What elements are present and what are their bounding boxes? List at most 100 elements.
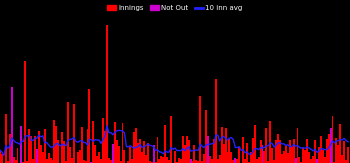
Bar [308,152,310,163]
Bar [225,128,226,163]
Bar [147,143,149,163]
Bar [89,89,90,163]
Bar [326,139,328,163]
Bar [182,136,184,163]
Bar [73,104,75,163]
Bar [135,128,137,163]
Bar [137,143,139,163]
Bar [54,120,55,163]
Bar [304,150,306,163]
Bar [38,131,40,163]
Bar [98,152,100,163]
Bar [347,147,349,163]
Bar [118,146,120,163]
Bar [121,123,124,163]
Bar [295,158,296,163]
Bar [232,160,234,163]
Bar [16,148,19,163]
Bar [92,121,94,163]
Bar [194,145,195,163]
Bar [124,150,125,163]
Bar [226,152,229,163]
Bar [197,161,199,163]
Bar [316,159,318,163]
Bar [108,158,110,163]
Bar [48,153,50,163]
Legend: Innings, Not Out, 10 inn avg: Innings, Not Out, 10 inn avg [106,3,244,12]
Bar [50,158,51,163]
Bar [133,132,135,163]
Bar [271,148,273,163]
Bar [199,96,201,163]
Bar [55,126,57,163]
Bar [211,159,213,163]
Bar [205,110,207,163]
Bar [242,137,244,163]
Bar [178,158,180,163]
Bar [229,139,230,163]
Bar [141,152,143,163]
Bar [106,25,108,163]
Bar [36,149,38,163]
Bar [24,60,26,163]
Bar [296,128,299,163]
Bar [236,159,238,163]
Bar [265,128,267,163]
Bar [57,141,59,163]
Bar [102,119,104,163]
Bar [190,159,191,163]
Bar [5,114,7,163]
Bar [219,155,221,163]
Bar [40,145,42,163]
Bar [51,160,54,163]
Bar [277,134,279,163]
Bar [131,159,133,163]
Bar [250,152,252,163]
Bar [195,160,197,163]
Bar [234,158,236,163]
Bar [341,155,343,163]
Bar [104,131,106,163]
Bar [252,138,254,163]
Bar [164,125,166,163]
Bar [339,124,341,163]
Bar [69,147,71,163]
Bar [256,159,258,163]
Bar [71,158,73,163]
Bar [312,156,314,163]
Bar [159,159,160,163]
Bar [100,159,102,163]
Bar [79,150,81,163]
Bar [201,161,203,163]
Bar [11,87,13,163]
Bar [337,145,339,163]
Bar [343,141,345,163]
Bar [46,159,48,163]
Bar [221,127,223,163]
Bar [44,129,46,163]
Bar [1,154,3,163]
Bar [260,141,261,163]
Bar [246,143,248,163]
Bar [273,160,275,163]
Bar [0,150,1,163]
Bar [254,125,256,163]
Bar [261,145,264,163]
Bar [269,121,271,163]
Bar [28,129,30,163]
Bar [299,157,300,163]
Bar [324,157,326,163]
Bar [258,157,260,163]
Bar [120,161,121,163]
Bar [174,151,176,163]
Bar [275,141,277,163]
Bar [67,102,69,163]
Bar [85,162,86,163]
Bar [42,152,44,163]
Bar [149,161,151,163]
Bar [330,128,331,163]
Bar [279,140,281,163]
Bar [306,139,308,163]
Bar [310,159,312,163]
Bar [166,157,168,163]
